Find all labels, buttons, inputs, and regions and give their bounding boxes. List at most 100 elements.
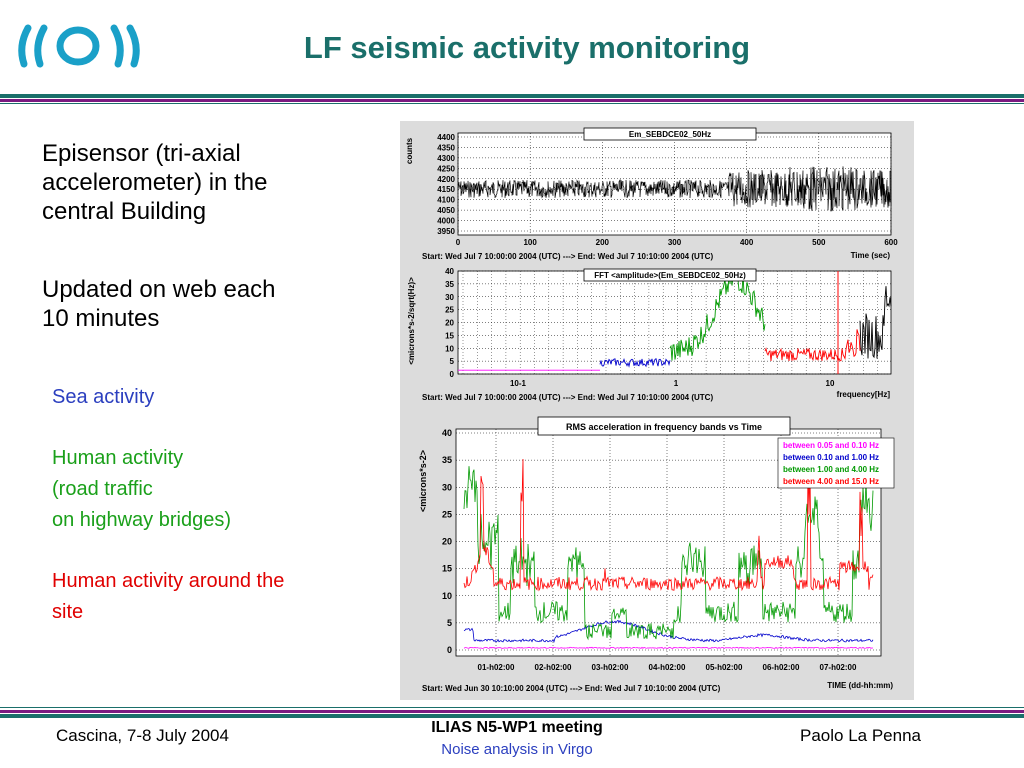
- plot1-ytick: 4050: [437, 206, 455, 215]
- plot3-magenta-trace: [463, 646, 874, 649]
- plot3-legend-entry: between 0.05 and 0.10 Hz: [783, 441, 879, 450]
- plot3-ytick: 40: [442, 428, 452, 438]
- page-title: LF seismic activity monitoring: [303, 30, 751, 65]
- plot1-xlabel: Time (sec): [851, 251, 891, 260]
- plot1-xtick: 500: [812, 238, 826, 247]
- plot3-blue-trace: [463, 619, 874, 643]
- plot2-xtick: 10: [826, 379, 835, 388]
- plot3-legend-entry: between 1.00 and 4.00 Hz: [783, 465, 879, 474]
- plot2-ylabel: <microns*s-2/sqrt(Hz)>: [407, 277, 416, 365]
- seismic-plots-image: Em_SEBDCE02_50Hz counts 4400 4350 4300 4250…: [400, 121, 914, 700]
- plot2-ytick: 25: [445, 306, 454, 315]
- plot3-xtick: 06-h02:00: [763, 663, 800, 672]
- plot1-signal-trace: [457, 166, 892, 212]
- plot1-ytick: 4300: [437, 154, 455, 163]
- plot2-ytick: 0: [450, 370, 455, 379]
- plot3-ytick: 25: [442, 509, 452, 519]
- plot3-ytick: 30: [442, 482, 452, 492]
- plot3-xtick: 01-h02:00: [478, 663, 515, 672]
- plot3-ytick: 15: [442, 564, 452, 574]
- header-divider-accent: [0, 99, 1024, 102]
- plot1-ytick: 4350: [437, 143, 455, 152]
- human-line: on highway bridges): [52, 509, 231, 531]
- footer-location: Cascina, 7-8 July 2004: [56, 726, 229, 745]
- human-activity-text: Human activity (road traffic on highway …: [52, 443, 231, 536]
- plot1-ytick: 4150: [437, 185, 455, 194]
- plot3-xtick: 07-h02:00: [820, 663, 857, 672]
- plot2-xlabel: frequency[Hz]: [837, 390, 891, 399]
- plot3-legend-entry: between 4.00 and 15.0 Hz: [783, 477, 879, 486]
- human-line: (road traffic: [52, 478, 153, 500]
- plot1-xtick: 100: [523, 238, 537, 247]
- plot1-caption: Start: Wed Jul 7 10:00:00 2004 (UTC) ---…: [422, 252, 713, 261]
- plot1-ytick: 4400: [437, 133, 455, 142]
- plot2-spectrum-trace: [669, 272, 766, 361]
- site-line: site: [52, 601, 84, 623]
- intro-line: Episensor (tri-axial: [42, 140, 241, 167]
- header-divider: [0, 94, 1024, 98]
- plot3-xtick: 03-h02:00: [592, 663, 629, 672]
- plot2-spectrum-trace: [764, 329, 861, 363]
- update-line: Updated on web each: [42, 276, 276, 303]
- update-text: Updated on web each 10 minutes: [42, 275, 276, 333]
- plot3-green-trace: [463, 466, 874, 641]
- plot3-ylabel: <microns*s-2>: [418, 450, 428, 512]
- plot3-xlabel: TIME (dd-hh:mm): [827, 681, 893, 690]
- plot3-title-box: [537, 416, 791, 436]
- plot3-ytick: 20: [442, 537, 452, 547]
- plot1-title-box: [583, 127, 757, 141]
- plot3-xtick: 02-h02:00: [535, 663, 572, 672]
- plot2-title: FFT <amplitude>(Em_SEBDCE02_50Hz): [594, 271, 746, 280]
- plot2-spectrum-trace: [599, 357, 671, 368]
- intro-text: Episensor (tri-axial accelerometer) in t…: [42, 139, 267, 226]
- plot2-caption: Start: Wed Jul 7 10:00:00 2004 (UTC) ---…: [422, 393, 713, 402]
- plot2-xtick: 1: [674, 379, 679, 388]
- plot1-xtick: 0: [456, 238, 461, 247]
- plot3-ytick: 0: [447, 645, 452, 655]
- plot3-ytick: 10: [442, 591, 452, 601]
- plot1-ytick: 4100: [437, 196, 455, 205]
- plot2-title-box: [583, 268, 757, 282]
- plot3-xtick: 05-h02:00: [706, 663, 743, 672]
- plot2-xtick: 10-1: [510, 379, 527, 388]
- plot3-legend-box: [777, 437, 895, 489]
- footer-meeting: ILIAS N5-WP1 meeting: [431, 719, 603, 736]
- plot2-ytick: 15: [445, 331, 454, 340]
- plot1-ylabel: counts: [405, 137, 414, 164]
- sea-activity-label: Sea activity: [52, 386, 155, 408]
- plot2-ytick: 30: [445, 293, 454, 302]
- plot2-ytick: 10: [445, 344, 454, 353]
- plot2-ytick: 35: [445, 280, 454, 289]
- plot1-xtick: 400: [740, 238, 754, 247]
- site-activity-text: Human activity around the site: [52, 566, 284, 628]
- human-line: Human activity: [52, 447, 184, 469]
- plot3-xtick: 04-h02:00: [649, 663, 686, 672]
- plot1-ytick: 4000: [437, 217, 455, 226]
- footer-divider-accent: [0, 710, 1024, 713]
- update-line: 10 minutes: [42, 305, 160, 332]
- plot2-ytick: 5: [450, 357, 455, 366]
- plot1-ytick: 3950: [437, 227, 455, 236]
- footer-author: Paolo La Penna: [800, 726, 921, 745]
- site-line: Human activity around the: [52, 570, 285, 592]
- intro-line: accelerometer) in the: [42, 169, 268, 196]
- header-divider-thin: [0, 103, 1024, 104]
- plot2-spectrum-trace: [859, 286, 892, 359]
- plot3-caption: Start: Wed Jun 30 10:10:00 2004 (UTC) --…: [422, 684, 721, 693]
- plot1-xtick: 200: [596, 238, 610, 247]
- plot2-ytick: 40: [445, 267, 454, 276]
- logo: [18, 24, 140, 68]
- plot3-title: RMS acceleration in frequency bands vs T…: [566, 422, 762, 432]
- plot1-title: Em_SEBDCE02_50Hz: [629, 130, 711, 139]
- intro-line: central Building: [42, 198, 207, 225]
- plot3-legend-entry: between 0.10 and 1.00 Hz: [783, 453, 879, 462]
- plot1-xtick: 600: [884, 238, 898, 247]
- plot1-ytick: 4250: [437, 164, 455, 173]
- footer-subtitle: Noise analysis in Virgo: [441, 741, 593, 758]
- plot3-red-trace: [463, 459, 874, 592]
- footer-divider-thin: [0, 707, 1024, 708]
- plot3-ytick: 35: [442, 455, 452, 465]
- footer-divider: [0, 714, 1024, 718]
- plot1-xtick: 300: [668, 238, 682, 247]
